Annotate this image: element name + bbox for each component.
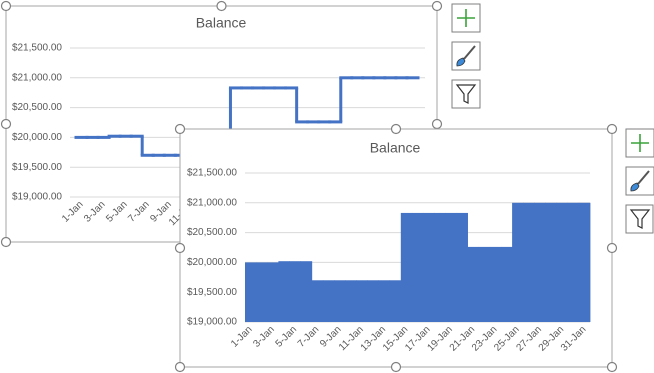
brush-icon xyxy=(637,170,650,185)
area-segment xyxy=(500,246,513,322)
chart-title: Balance xyxy=(196,15,247,31)
resize-handle[interactable] xyxy=(0,236,12,248)
area-segment xyxy=(267,262,279,322)
area-segment xyxy=(278,261,290,322)
funnel-icon xyxy=(629,209,651,229)
y-tick-label: $19,500.00 xyxy=(12,162,62,173)
area-segment xyxy=(456,212,468,322)
resize-handle[interactable] xyxy=(606,361,618,373)
area-segment xyxy=(411,212,424,322)
area-segment xyxy=(467,246,480,322)
funnel-icon xyxy=(455,84,477,104)
area-segment xyxy=(245,262,257,322)
front-chart: Balance $19,000.00 $19,500.00 $20,000.00 $2… xyxy=(174,123,618,373)
area-segment xyxy=(300,261,313,322)
resize-handle[interactable] xyxy=(606,123,618,135)
area-segment xyxy=(434,212,446,322)
area-segment xyxy=(423,212,435,322)
y-tick-label: $19,000.00 xyxy=(187,317,237,328)
y-tick-label: $20,500.00 xyxy=(12,102,62,113)
area-segment xyxy=(578,202,591,322)
plus-icon xyxy=(457,9,475,27)
area-segment xyxy=(567,202,580,322)
resize-handle[interactable] xyxy=(606,242,618,254)
chart-title: Balance xyxy=(370,140,421,156)
area-segment xyxy=(378,280,391,322)
area-segment xyxy=(512,202,524,322)
resize-handle[interactable] xyxy=(0,0,12,12)
area-segment xyxy=(400,212,413,322)
area-segment xyxy=(334,280,346,322)
area-segment xyxy=(389,280,402,322)
resize-handle[interactable] xyxy=(174,242,186,254)
area-segment xyxy=(556,202,569,322)
resize-handle[interactable] xyxy=(174,123,186,135)
chart-buttons xyxy=(625,128,654,234)
area-segment xyxy=(289,261,302,322)
y-tick-label: $21,500.00 xyxy=(187,168,237,179)
area-segment xyxy=(445,212,457,322)
resize-handle[interactable] xyxy=(390,123,402,135)
area-segment xyxy=(367,280,379,322)
y-tick-label: $20,000.00 xyxy=(187,257,237,268)
area-segment xyxy=(311,280,324,322)
y-tick-label: $21,000.00 xyxy=(187,197,237,208)
brush-icon xyxy=(463,45,476,60)
area-segment xyxy=(489,246,502,322)
resize-handle[interactable] xyxy=(216,0,227,12)
resize-handle[interactable] xyxy=(0,118,12,130)
y-tick-label: $19,000.00 xyxy=(12,192,62,203)
area-segment xyxy=(345,280,357,322)
resize-handle[interactable] xyxy=(431,118,443,130)
resize-handle[interactable] xyxy=(390,361,402,373)
y-tick-label: $20,000.00 xyxy=(12,132,62,143)
resize-handle[interactable] xyxy=(174,361,186,373)
plus-icon xyxy=(631,134,649,152)
area-segment xyxy=(322,280,335,322)
area-segment xyxy=(478,246,491,322)
y-tick-label: $19,500.00 xyxy=(187,287,237,298)
chart-buttons xyxy=(451,3,481,109)
area-segment xyxy=(523,202,535,322)
brush-tip xyxy=(456,57,466,67)
y-tick-label: $20,500.00 xyxy=(187,227,237,238)
area-segment xyxy=(356,280,368,322)
resize-handle[interactable] xyxy=(431,0,443,12)
area-segment xyxy=(256,262,268,322)
y-tick-label: $21,500.00 xyxy=(12,43,62,54)
area-segment xyxy=(534,202,546,322)
y-tick-label: $21,000.00 xyxy=(12,72,62,83)
area-segment xyxy=(545,202,558,322)
brush-tip xyxy=(630,182,640,192)
